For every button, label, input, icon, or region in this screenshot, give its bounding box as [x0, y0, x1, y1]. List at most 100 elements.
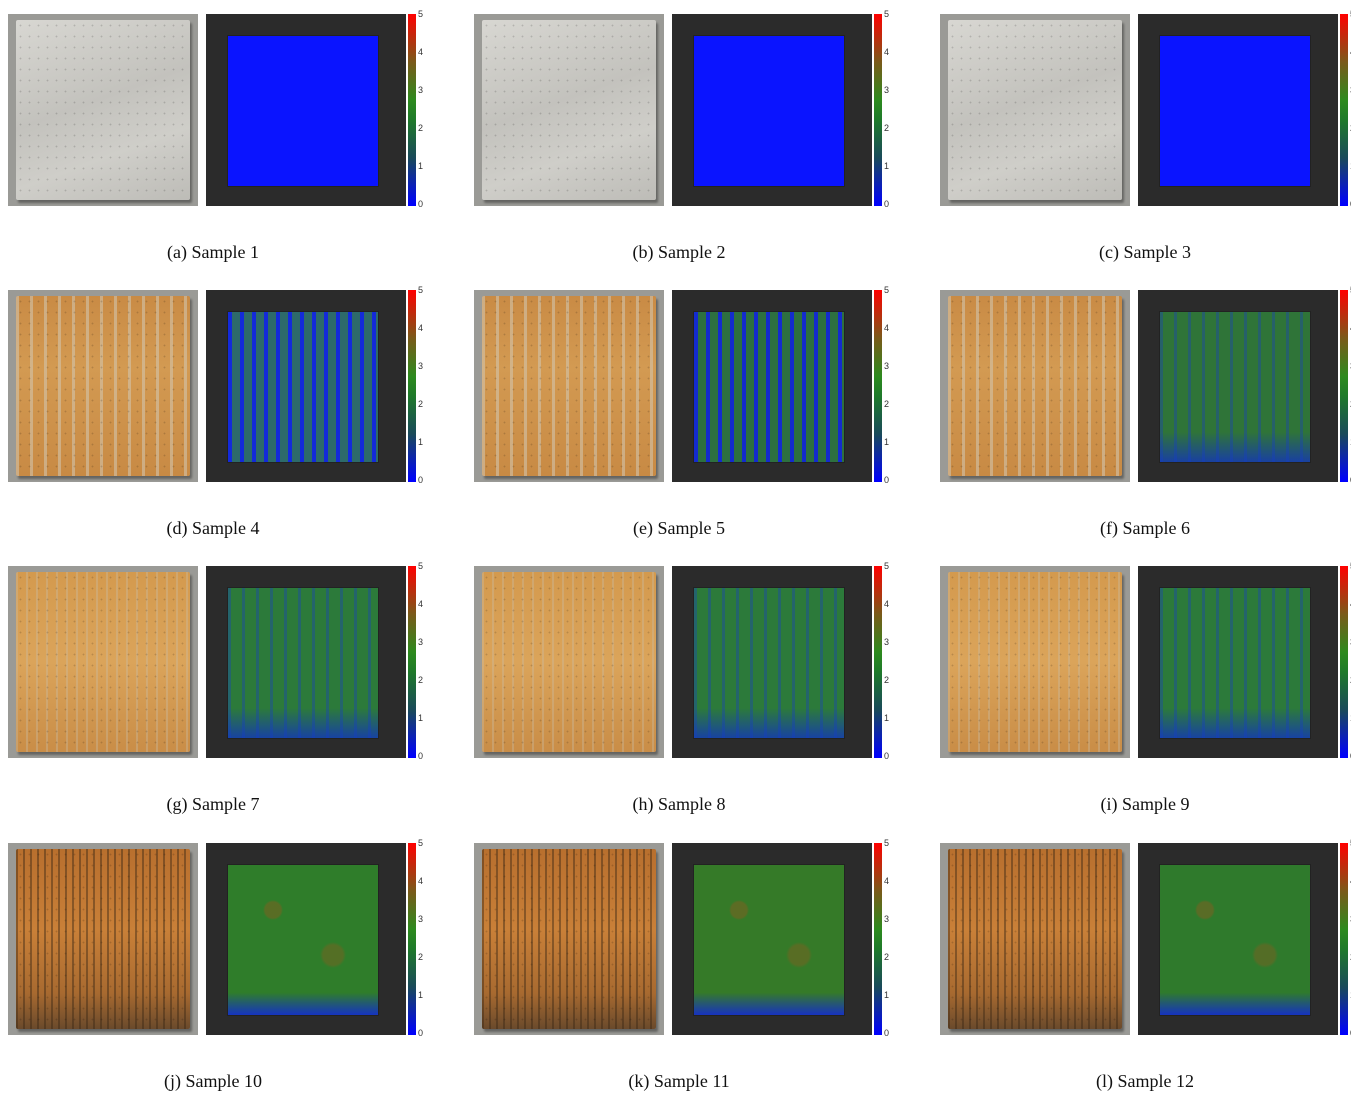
panel-caption: (i) Sample 9 [1100, 794, 1190, 814]
heatmap-surface [694, 865, 844, 1015]
heatmap-surface [694, 588, 844, 738]
heatmap-surface [228, 36, 378, 186]
colorbar-tick-label: 4 [418, 876, 424, 886]
steel-plate-image [482, 572, 656, 752]
colorbar-tick-label: 4 [418, 599, 424, 609]
colorbar-ticks: 5 4 3 2 1 0 [884, 561, 898, 763]
colorbar-ticks: 5 4 3 2 1 0 [884, 9, 898, 211]
colorbar-tick-label: 5 [418, 838, 424, 848]
colorbar [1340, 566, 1348, 758]
colorbar-tick-label: 2 [884, 123, 890, 133]
panel-caption: (f) Sample 6 [1100, 518, 1190, 538]
colorbar-tick-label: 1 [884, 713, 890, 723]
sample-panel-8: 5 4 3 2 1 0 (h) Sample 8 [474, 561, 904, 822]
sample-photo [474, 566, 664, 758]
colorbar-tick-label: 3 [418, 361, 424, 371]
colorbar-ticks: 5 4 3 2 1 0 [418, 838, 432, 1040]
sample-photo [940, 290, 1130, 482]
steel-plate-image [482, 849, 656, 1029]
colorbar-tick-label: 3 [418, 637, 424, 647]
colorbar-tick-label: 5 [418, 285, 424, 295]
colorbar [408, 843, 416, 1035]
steel-plate-image [16, 849, 190, 1029]
colorbar-tick-label: 1 [418, 713, 424, 723]
steel-plate-image [482, 20, 656, 200]
sample-photo [940, 843, 1130, 1035]
corrosion-heatmap [672, 290, 872, 482]
corrosion-heatmap [206, 14, 406, 206]
colorbar-tick-label: 0 [418, 475, 424, 485]
sample-photo [940, 14, 1130, 206]
heatmap-surface [1160, 312, 1310, 462]
colorbar [1340, 290, 1348, 482]
sample-panel-4: 5 4 3 2 1 0 (d) Sample 4 [8, 285, 438, 546]
colorbar-tick-label: 0 [418, 199, 424, 209]
sample-photo [8, 14, 198, 206]
heatmap-surface [1160, 588, 1310, 738]
colorbar-tick-label: 1 [418, 161, 424, 171]
colorbar-tick-label: 4 [884, 876, 890, 886]
colorbar-tick-label: 0 [884, 199, 890, 209]
corrosion-heatmap [672, 843, 872, 1035]
corrosion-heatmap [1138, 290, 1338, 482]
panel-caption: (e) Sample 5 [633, 518, 725, 538]
colorbar-ticks: 5 4 3 2 1 0 [884, 838, 898, 1040]
colorbar-tick-label: 5 [884, 285, 890, 295]
steel-plate-image [948, 849, 1122, 1029]
colorbar-tick-label: 2 [418, 399, 424, 409]
corrosion-heatmap [1138, 14, 1338, 206]
colorbar-ticks: 5 4 3 2 1 0 [418, 9, 432, 211]
colorbar-tick-label: 2 [418, 123, 424, 133]
sample-photo [8, 290, 198, 482]
colorbar-tick-label: 1 [884, 161, 890, 171]
colorbar [874, 14, 882, 206]
sample-photo [8, 843, 198, 1035]
sample-panel-2: 5 4 3 2 1 0 (b) Sample 2 [474, 9, 904, 270]
colorbar-tick-label: 5 [418, 9, 424, 19]
corrosion-heatmap [672, 14, 872, 206]
corrosion-heatmap [672, 566, 872, 758]
colorbar-tick-label: 5 [884, 838, 890, 848]
colorbar-tick-label: 5 [418, 561, 424, 571]
sample-photo [474, 14, 664, 206]
heatmap-surface [694, 312, 844, 462]
steel-plate-image [16, 572, 190, 752]
sample-panel-10: 5 4 3 2 1 0 (j) Sample 10 [8, 838, 438, 1099]
colorbar-tick-label: 2 [884, 675, 890, 685]
colorbar [1340, 843, 1348, 1035]
colorbar-tick-label: 3 [418, 85, 424, 95]
sample-photo [474, 290, 664, 482]
colorbar-tick-label: 2 [418, 675, 424, 685]
panel-caption: (g) Sample 7 [166, 794, 260, 814]
colorbar-tick-label: 0 [884, 475, 890, 485]
colorbar-tick-label: 2 [418, 952, 424, 962]
colorbar-tick-label: 4 [884, 323, 890, 333]
heatmap-surface [694, 36, 844, 186]
heatmap-surface [1160, 865, 1310, 1015]
corrosion-heatmap [1138, 843, 1338, 1035]
sample-photo [474, 843, 664, 1035]
colorbar-tick-label: 2 [884, 952, 890, 962]
colorbar-tick-label: 2 [884, 399, 890, 409]
panel-caption: (a) Sample 1 [167, 242, 259, 262]
colorbar-tick-label: 1 [884, 990, 890, 1000]
colorbar-tick-label: 0 [418, 1028, 424, 1038]
colorbar-tick-label: 3 [884, 637, 890, 647]
colorbar [408, 14, 416, 206]
colorbar-ticks: 5 4 3 2 1 0 [418, 285, 432, 487]
colorbar-tick-label: 1 [418, 437, 424, 447]
steel-plate-image [948, 20, 1122, 200]
heatmap-surface [228, 865, 378, 1015]
sample-panel-7: 5 4 3 2 1 0 (g) Sample 7 [8, 561, 438, 822]
colorbar-tick-label: 1 [884, 437, 890, 447]
colorbar [408, 566, 416, 758]
colorbar [408, 290, 416, 482]
colorbar-tick-label: 3 [884, 85, 890, 95]
corrosion-heatmap [206, 290, 406, 482]
panel-caption: (d) Sample 4 [166, 518, 260, 538]
colorbar-tick-label: 3 [884, 914, 890, 924]
colorbar-tick-label: 4 [418, 323, 424, 333]
